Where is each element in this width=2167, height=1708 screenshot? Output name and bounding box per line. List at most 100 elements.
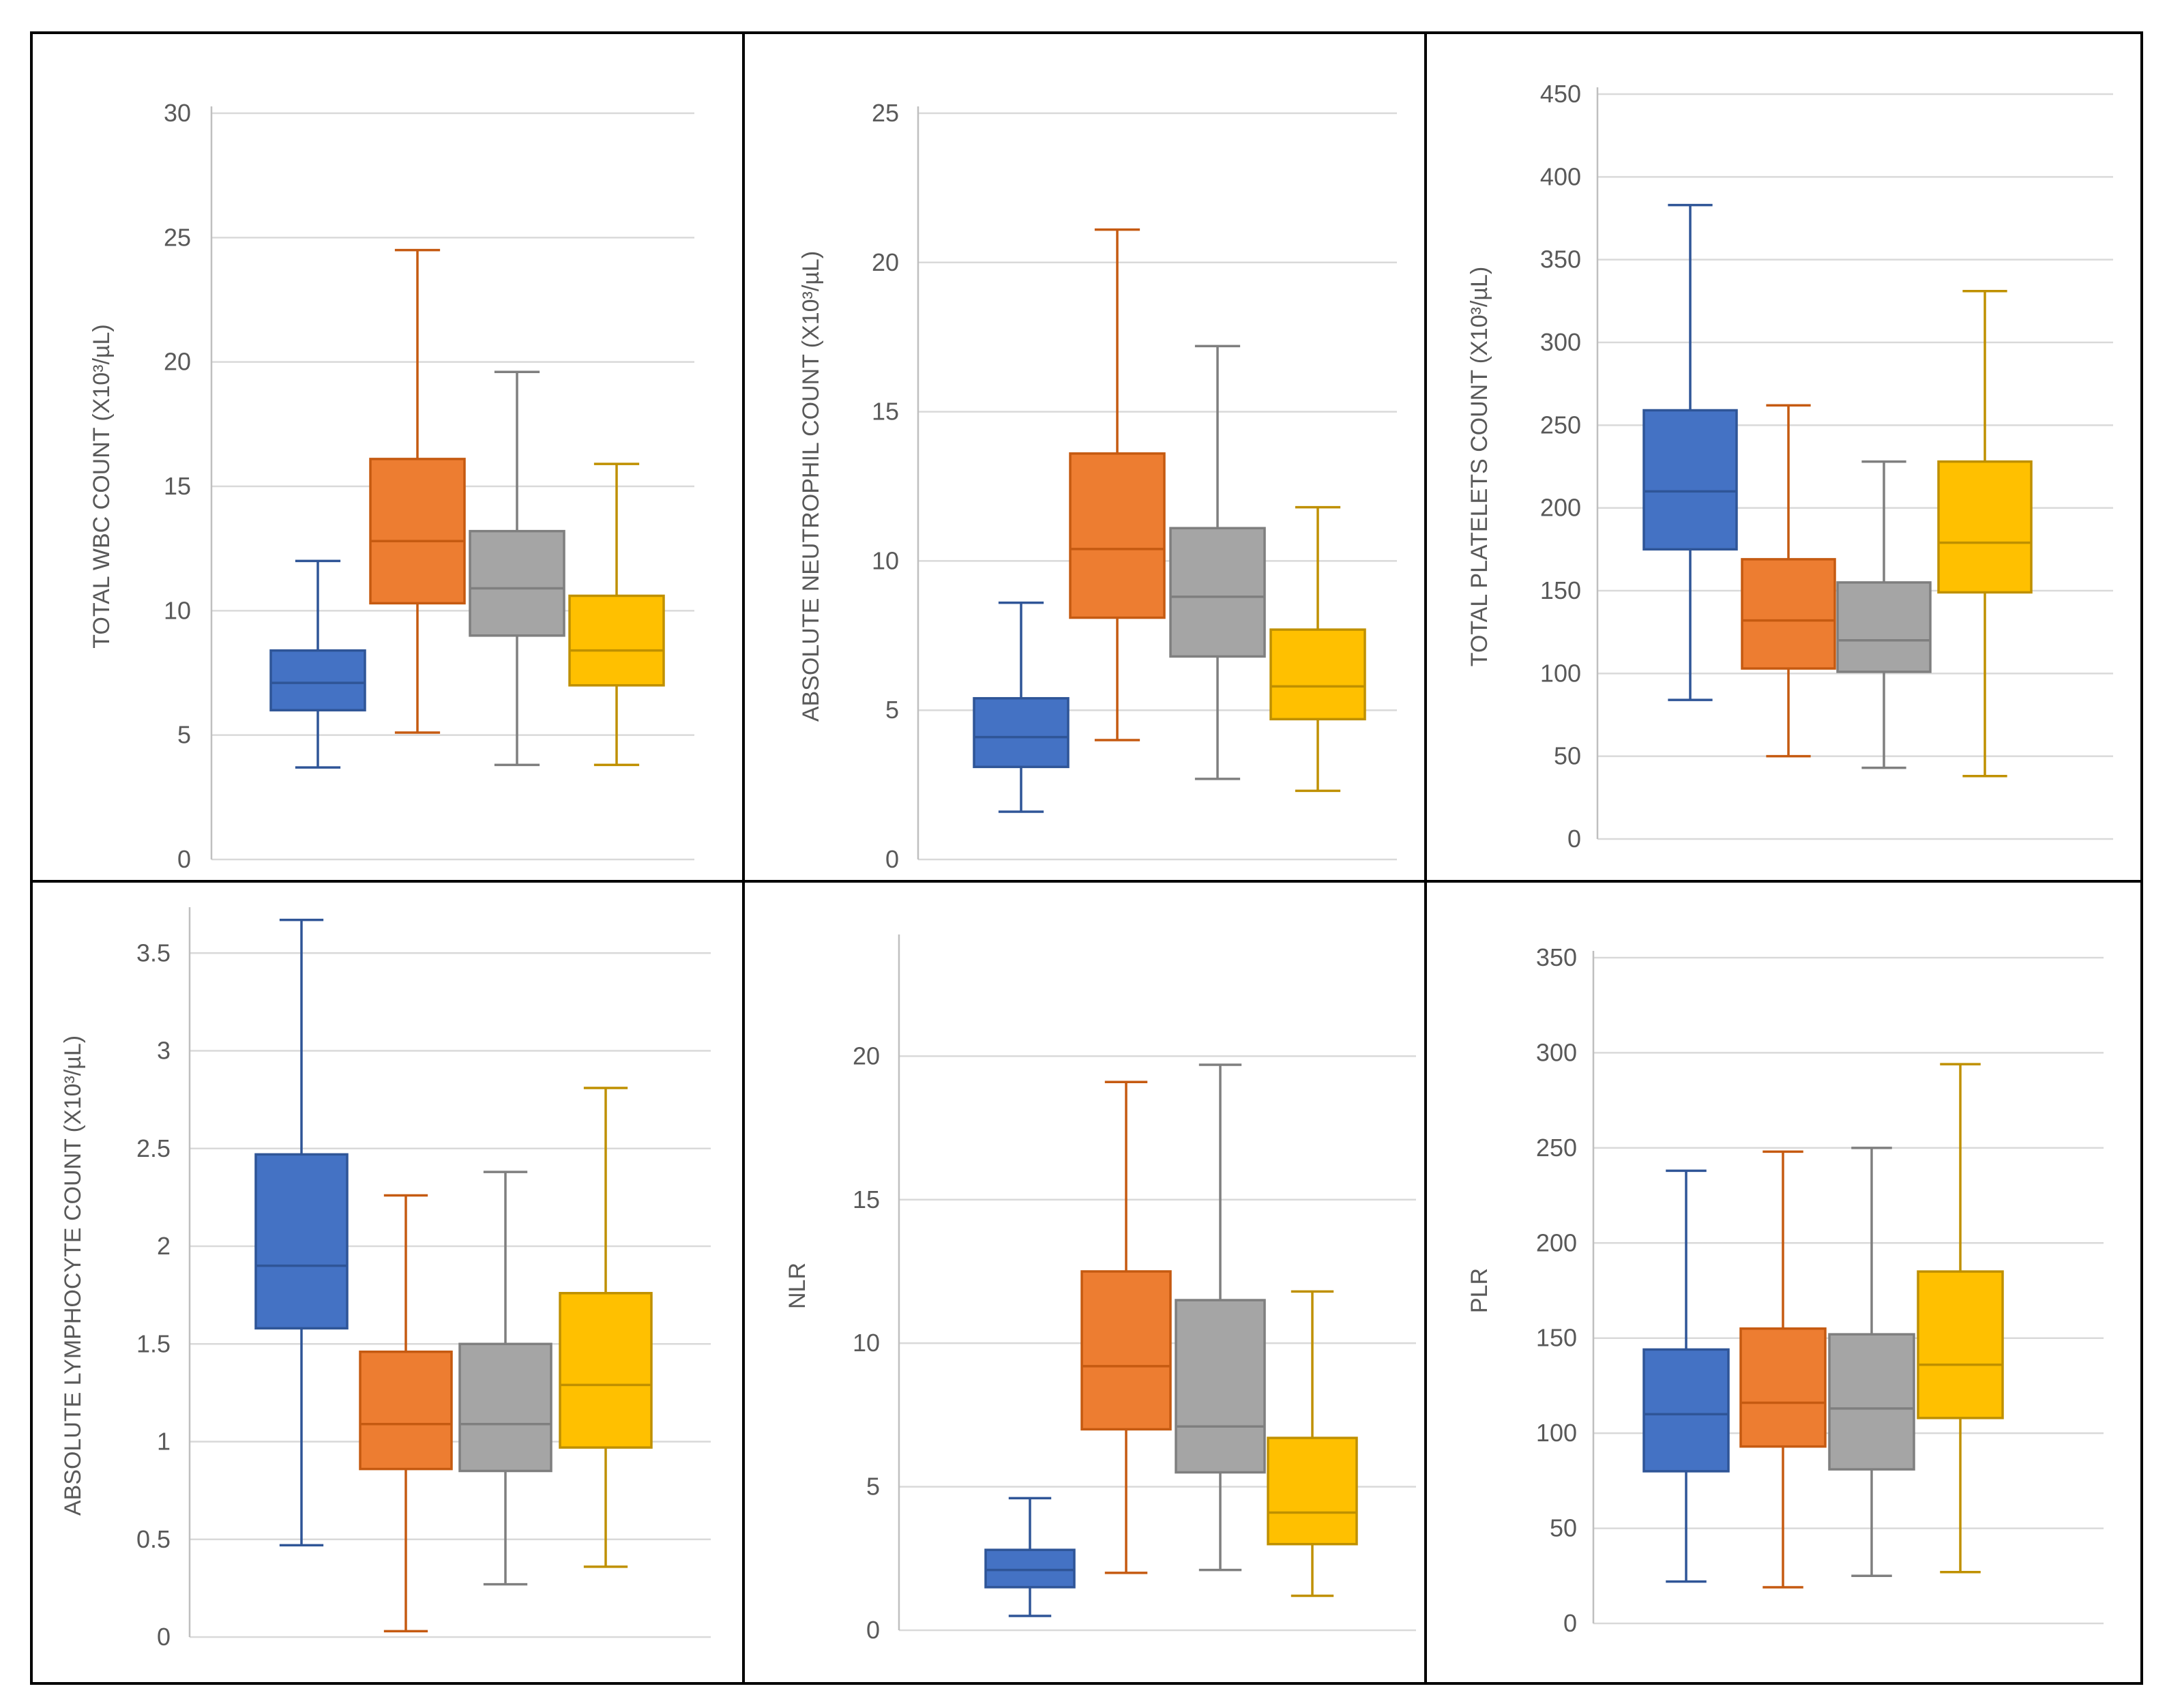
y-tick-label: 0.5 — [136, 1525, 171, 1553]
box-group-3 — [458, 1170, 552, 1586]
chart-panel: 0 5 10 15 20 25 30 TOTAL WBC COUNT (X10³/µL) — [89, 99, 694, 873]
box-iqr — [1267, 1437, 1358, 1546]
y-tick-label: 20 — [872, 248, 899, 276]
box-iqr — [984, 1548, 1076, 1589]
y-axis-title: ABSOLUTE NEUTROPHIL COUNT (X10³/µL) — [798, 251, 824, 722]
box-iqr — [458, 1342, 552, 1473]
box-group-3 — [469, 370, 565, 767]
chart-panel: 0 50 100 150 200 250 300 350 400 450 TOTAL PLATELE… — [1466, 80, 2113, 853]
y-tick-label: 1.5 — [136, 1329, 171, 1357]
box-iqr — [269, 649, 366, 711]
y-tick-label: 200 — [1536, 1228, 1577, 1256]
chart-panel: 0 50 100 150 200 250 300 350 PLR — [1466, 943, 2104, 1637]
y-tick-label: 5 — [866, 1473, 880, 1501]
box-group-4 — [1937, 290, 2033, 778]
box-iqr — [1741, 558, 1836, 670]
y-tick-label: 15 — [164, 472, 191, 500]
y-tick-label: 0 — [885, 845, 899, 873]
y-tick-label: 10 — [164, 596, 191, 624]
box-group-2 — [1069, 228, 1166, 741]
panel-frame — [30, 31, 2143, 1685]
box-iqr — [559, 1292, 653, 1449]
y-tick-label: 250 — [1540, 411, 1581, 439]
box-group-3 — [1169, 344, 1266, 780]
box-group-4 — [559, 1087, 653, 1568]
chart-panel: 0 5 10 15 20 NLR — [784, 934, 1416, 1644]
y-tick-label: 50 — [1554, 742, 1581, 770]
y-axis-title: TOTAL PLATELETS COUNT (X10³/µL) — [1466, 267, 1492, 666]
y-tick-label: 300 — [1540, 328, 1581, 356]
y-tick-label: 450 — [1540, 80, 1581, 108]
box-iqr — [1642, 409, 1738, 551]
box-group-1 — [269, 559, 366, 769]
y-axis-title: TOTAL WBC COUNT (X10³/µL) — [89, 324, 115, 649]
box-group-2 — [369, 248, 466, 734]
y-tick-label: 200 — [1540, 494, 1581, 522]
y-tick-label: 0 — [1567, 825, 1581, 853]
box-group-4 — [1917, 1063, 2004, 1574]
y-axis-title: PLR — [1466, 1268, 1492, 1313]
y-tick-label: 10 — [872, 546, 899, 574]
box-group-4 — [1267, 1290, 1358, 1597]
box-iqr — [973, 696, 1070, 769]
y-tick-label: 0 — [1563, 1609, 1577, 1637]
y-tick-label: 3.5 — [136, 939, 171, 967]
y-tick-label: 30 — [164, 99, 191, 127]
y-tick-label: 0 — [157, 1623, 171, 1651]
y-tick-label: 50 — [1550, 1514, 1577, 1542]
box-iqr — [469, 529, 565, 637]
y-tick-label: 100 — [1540, 659, 1581, 687]
box-group-2 — [1080, 1080, 1172, 1574]
y-tick-label: 1 — [157, 1428, 171, 1456]
y-tick-label: 250 — [1536, 1134, 1577, 1162]
box-group-1 — [1642, 203, 1738, 701]
box-group-1 — [1642, 1169, 1730, 1583]
frame-outer-border — [30, 31, 2143, 1685]
box-group-2 — [359, 1194, 453, 1633]
y-tick-label: 10 — [853, 1329, 880, 1357]
box-group-4 — [568, 462, 665, 767]
y-tick-label: 15 — [872, 398, 899, 426]
box-iqr — [1175, 1299, 1266, 1474]
y-axis-title: NLR — [784, 1263, 810, 1309]
box-group-2 — [1739, 1150, 1827, 1589]
y-tick-label: 350 — [1540, 246, 1581, 274]
box-iqr — [1917, 1270, 2004, 1419]
box-iqr — [1069, 452, 1166, 619]
y-tick-label: 150 — [1540, 576, 1581, 604]
y-tick-label: 400 — [1540, 162, 1581, 190]
y-tick-label: 2 — [157, 1232, 171, 1260]
box-group-3 — [1828, 1147, 1915, 1578]
y-tick-label: 25 — [872, 99, 899, 127]
y-tick-label: 0 — [866, 1616, 880, 1644]
y-tick-label: 350 — [1536, 943, 1577, 971]
y-tick-label: 150 — [1536, 1324, 1577, 1352]
y-tick-label: 25 — [164, 223, 191, 251]
box-iqr — [568, 594, 665, 687]
y-tick-label: 300 — [1536, 1038, 1577, 1066]
y-tick-label: 0 — [177, 845, 191, 873]
box-iqr — [254, 1153, 349, 1330]
box-iqr — [1269, 628, 1366, 721]
box-group-3 — [1175, 1063, 1266, 1572]
y-tick-label: 5 — [177, 721, 191, 749]
y-tick-label: 5 — [885, 696, 899, 724]
y-tick-label: 100 — [1536, 1419, 1577, 1447]
chart-panel: 0 5 10 15 20 25 ABSOLUTE NEUTROPHIL COUNT (X10… — [798, 99, 1397, 873]
chart-panel: 0 0.5 1 1.5 2 2.5 3 3.5 ABSOLUTE LYMPHOCYTE COUN… — [60, 907, 711, 1651]
box-group-4 — [1269, 505, 1366, 793]
box-group-1 — [984, 1497, 1076, 1617]
box-group-1 — [254, 918, 349, 1547]
box-iqr — [1937, 460, 2033, 594]
y-tick-label: 20 — [853, 1042, 880, 1070]
y-axis-title: ABSOLUTE LYMPHOCYTE COUNT (X10³/µL) — [60, 1035, 86, 1516]
box-iqr — [1836, 581, 1932, 673]
y-tick-label: 15 — [853, 1186, 880, 1213]
box-iqr — [359, 1350, 453, 1471]
y-tick-label: 3 — [157, 1037, 171, 1065]
box-iqr — [369, 458, 466, 605]
box-iqr — [1642, 1348, 1730, 1473]
y-tick-label: 20 — [164, 348, 191, 376]
